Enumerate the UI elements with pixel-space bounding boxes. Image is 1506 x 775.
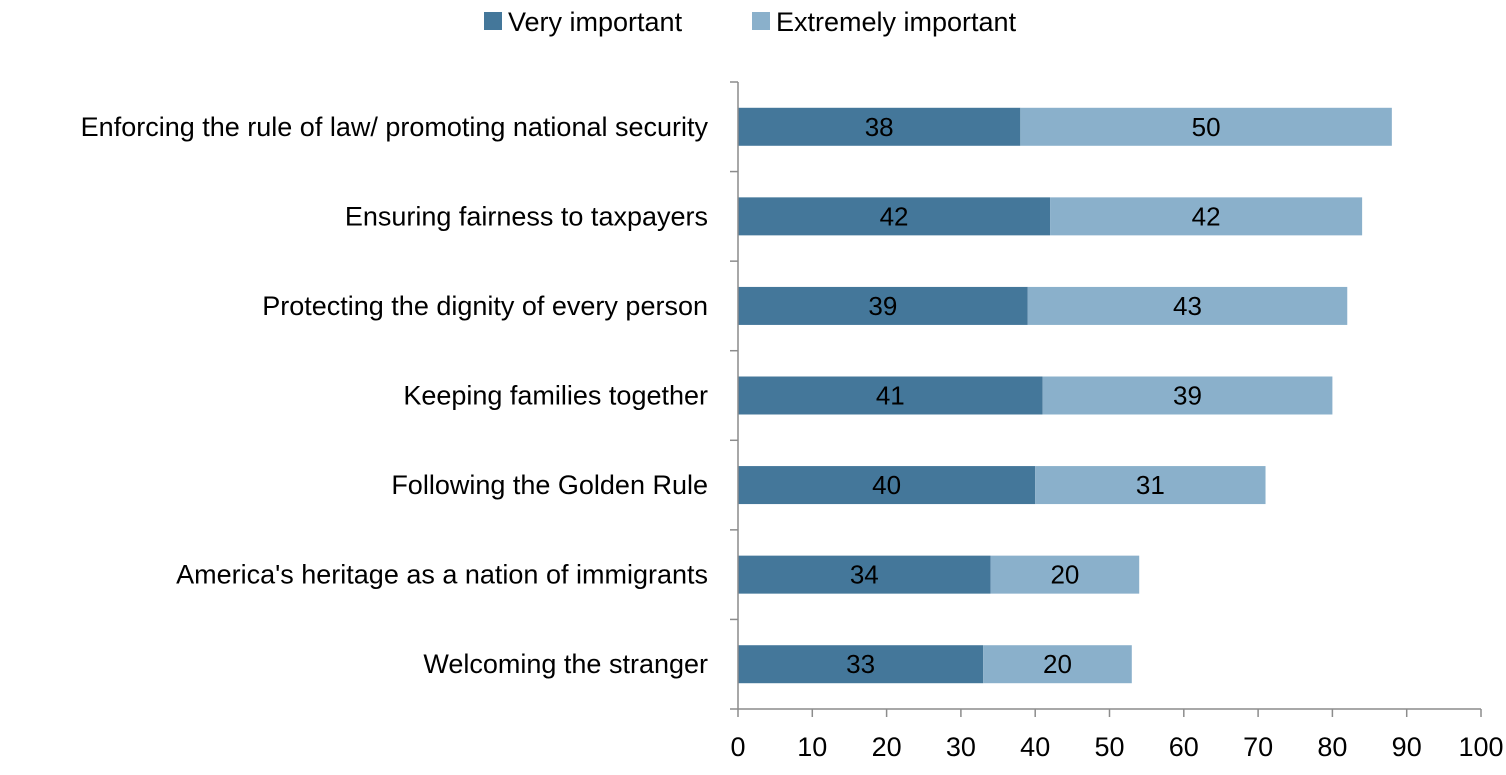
data-label: 39 — [868, 291, 897, 321]
data-label: 20 — [1043, 649, 1072, 679]
labels: 38 50 Enforcing the rule of law/ promoting… — [81, 112, 1504, 762]
x-tick-label: 60 — [1169, 732, 1199, 762]
x-tick-label: 0 — [730, 732, 745, 762]
bars — [738, 107, 1392, 684]
data-label: 42 — [1192, 201, 1221, 231]
bar-very-important-3 — [738, 376, 1043, 415]
category-label: Following the Golden Rule — [391, 470, 708, 500]
x-tick-label: 80 — [1317, 732, 1347, 762]
bar-very-important-6 — [738, 645, 984, 684]
data-label: 20 — [1050, 560, 1079, 590]
bar-extremely-important-1 — [1050, 197, 1363, 236]
x-tick-label: 20 — [872, 732, 902, 762]
data-label: 31 — [1136, 470, 1165, 500]
bar-very-important-4 — [738, 466, 1036, 505]
x-tick-label: 40 — [1020, 732, 1050, 762]
bar-very-important-1 — [738, 197, 1051, 236]
x-tick-label: 10 — [797, 732, 827, 762]
data-label: 43 — [1173, 291, 1202, 321]
axes — [730, 81, 1482, 717]
data-label: 34 — [850, 560, 879, 590]
data-label: 41 — [876, 381, 905, 411]
x-tick-label: 30 — [946, 732, 976, 762]
data-label: 50 — [1192, 112, 1221, 142]
bar-very-important-5 — [738, 555, 991, 594]
bar-extremely-important-0 — [1020, 107, 1392, 146]
data-label: 40 — [872, 470, 901, 500]
bar-extremely-important-6 — [983, 645, 1132, 684]
category-label: Welcoming the stranger — [423, 649, 708, 679]
data-label: 33 — [846, 649, 875, 679]
x-tick-label: 90 — [1392, 732, 1422, 762]
bar-extremely-important-5 — [990, 555, 1140, 594]
category-label: Protecting the dignity of every person — [262, 291, 708, 321]
bar-extremely-important-4 — [1035, 466, 1266, 505]
category-label: Ensuring fairness to taxpayers — [345, 201, 708, 231]
x-tick-label: 70 — [1243, 732, 1273, 762]
data-label: 42 — [880, 201, 909, 231]
category-label: Enforcing the rule of law/ promoting nat… — [81, 112, 709, 142]
x-tick-label: 100 — [1458, 732, 1503, 762]
legend-label: Very important — [508, 7, 683, 37]
x-tick-label: 50 — [1094, 732, 1124, 762]
legend-swatch-extremely-important — [752, 12, 770, 30]
legend: Very important Extremely important — [484, 7, 1017, 37]
bar-extremely-important-3 — [1042, 376, 1333, 415]
category-label: Keeping families together — [403, 381, 708, 411]
bar-very-important-2 — [738, 286, 1028, 325]
bar-extremely-important-2 — [1027, 286, 1348, 325]
data-label: 39 — [1173, 381, 1202, 411]
data-label: 38 — [865, 112, 894, 142]
category-label: America's heritage as a nation of immigr… — [176, 560, 708, 590]
legend-label: Extremely important — [776, 7, 1017, 37]
bar-very-important-0 — [738, 107, 1021, 146]
legend-swatch-very-important — [484, 12, 502, 30]
